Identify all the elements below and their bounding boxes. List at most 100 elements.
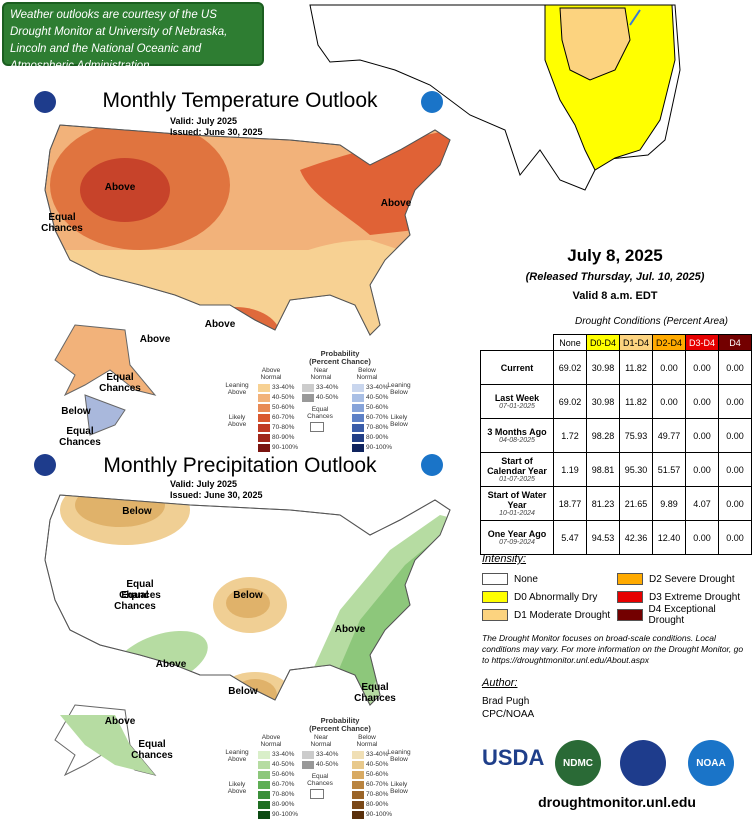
commerce-logo <box>620 740 666 786</box>
valid-time: Valid 8 a.m. EDT <box>572 290 658 302</box>
legend-title: Probability <box>320 349 360 358</box>
legend-heading: Below Normal <box>356 367 378 381</box>
map-date: July 8, 2025 <box>567 246 663 265</box>
table-cell: 9.89 <box>652 486 686 521</box>
released: (Released Thursday, Jul. 10, 2025) <box>525 271 705 283</box>
drought-table: None D0-D4 D1-D4 D2-D4 D3-D4 D4 Current 69.02 30… <box>480 334 752 555</box>
author-heading: Author: <box>482 677 518 689</box>
legend-side: Leaning Above <box>225 749 249 763</box>
row-header: Current <box>480 350 554 385</box>
legend-heading: Near Normal <box>310 367 332 381</box>
legend-swatch <box>352 751 364 759</box>
legend-side: Likely Above <box>227 414 247 428</box>
legend-swatch <box>352 394 364 402</box>
intensity-item: D0 Abnormally Dry <box>482 588 617 606</box>
map-label: Below <box>122 506 152 517</box>
legend-range: 80-90% <box>366 434 389 441</box>
table-cell: 75.93 <box>619 418 653 453</box>
intensity-item: D3 Extreme Drought <box>617 588 752 606</box>
legend-swatch <box>258 404 270 412</box>
table-row: Start of Water Year 10-01-2024 18.77 81.23 2… <box>480 486 752 521</box>
row-label: One Year Ago <box>487 529 547 539</box>
legend-range: 90-100% <box>272 444 299 451</box>
corner <box>481 335 554 351</box>
legend-heading: Above Normal <box>260 734 282 748</box>
author-org: CPC/NOAA <box>482 709 535 720</box>
legend-swatch <box>352 781 364 789</box>
intensity-item: D4 Exceptional Drought <box>617 604 752 626</box>
note: The Drought Monitor focuses on broad-sca… <box>482 633 744 665</box>
legend-side: Equal Chances <box>307 406 333 420</box>
table-cell: 51.57 <box>652 452 686 487</box>
legend-swatch <box>258 751 270 759</box>
legend-range: 40-50% <box>366 761 389 768</box>
map-label: Equal Chances <box>354 682 396 704</box>
table-row: One Year Ago 07-09-2024 5.47 94.53 42.36 12.4… <box>480 520 752 555</box>
legend-subtitle: (Percent Chance) <box>309 724 371 733</box>
map-label: Equal Chances <box>41 212 83 234</box>
legend-heading: Near Normal <box>310 734 332 748</box>
legend-range: 33-40% <box>272 384 295 391</box>
table-cell: 0.00 <box>718 384 752 419</box>
legend-range: 90-100% <box>272 811 299 818</box>
legend-swatch <box>310 422 324 432</box>
map-label: Equal Chances <box>99 372 141 394</box>
intensity-label: None <box>514 573 538 585</box>
legend-swatch <box>352 771 364 779</box>
legend-title: Probability <box>320 716 360 725</box>
noaa-logo <box>421 454 443 476</box>
outlook-title: Monthly Precipitation Outlook <box>103 454 377 477</box>
row-header: Start of Water Year 10-01-2024 <box>480 486 554 521</box>
intensity-swatch <box>482 573 508 585</box>
row-label: Start of Calendar Year <box>487 456 547 476</box>
legend-swatch <box>258 424 270 432</box>
legend-range: 40-50% <box>272 394 295 401</box>
legend-swatch <box>352 791 364 799</box>
legend-range: 80-90% <box>366 801 389 808</box>
intensity-swatch <box>617 573 643 585</box>
column-header: D1-D4 <box>619 334 653 351</box>
legend-swatch <box>302 394 314 402</box>
legend-swatch <box>352 811 364 819</box>
legend-range: 33-40% <box>272 751 295 758</box>
table-cell: 0.00 <box>685 384 719 419</box>
row-date: 07-09-2024 <box>499 539 535 546</box>
legend-range: 50-60% <box>366 404 389 411</box>
banner: Weather outlooks are courtesy of the US … <box>2 2 264 72</box>
legend-heading: Below Normal <box>356 734 378 748</box>
legend-swatch <box>258 761 270 769</box>
legend-swatch <box>302 751 314 759</box>
legend-range: 33-40% <box>366 751 389 758</box>
row-label: Start of Water Year <box>487 490 547 510</box>
table-cell: 98.28 <box>586 418 620 453</box>
legend-range: 70-80% <box>366 424 389 431</box>
column-header: D3-D4 <box>685 334 719 351</box>
row-date: 10-01-2024 <box>499 510 535 517</box>
legend-range: 40-50% <box>316 394 339 401</box>
intensity-item: D1 Moderate Drought <box>482 606 617 624</box>
table-row: Start of Calendar Year 01-07-2025 1.19 98.8… <box>480 452 752 487</box>
intensity-label: D3 Extreme Drought <box>649 591 741 603</box>
legend-subtitle: (Percent Chance) <box>309 357 371 366</box>
legend-swatch <box>302 761 314 769</box>
legend-swatch <box>258 771 270 779</box>
table-cell: 0.00 <box>718 520 752 555</box>
table-cell: 98.81 <box>586 452 620 487</box>
table-cell: 30.98 <box>586 350 620 385</box>
map-label: Above <box>204 319 236 330</box>
legend-swatch <box>258 414 270 422</box>
table-caption: Drought Conditions (Percent Area) <box>574 316 729 327</box>
table-cell: 0.00 <box>718 452 752 487</box>
table-cell: 0.00 <box>652 384 686 419</box>
legend-swatch <box>352 434 364 442</box>
noaa-logo <box>421 91 443 113</box>
legend-range: 80-90% <box>272 434 295 441</box>
intensity-legend: None D0 Abnormally Dry D1 Moderate Drought… <box>482 570 752 626</box>
table-cell: 69.02 <box>553 384 587 419</box>
table-cell: 0.00 <box>685 520 719 555</box>
legend-range: 33-40% <box>366 384 389 391</box>
legend-swatch <box>258 801 270 809</box>
map-label: Above <box>334 624 366 635</box>
